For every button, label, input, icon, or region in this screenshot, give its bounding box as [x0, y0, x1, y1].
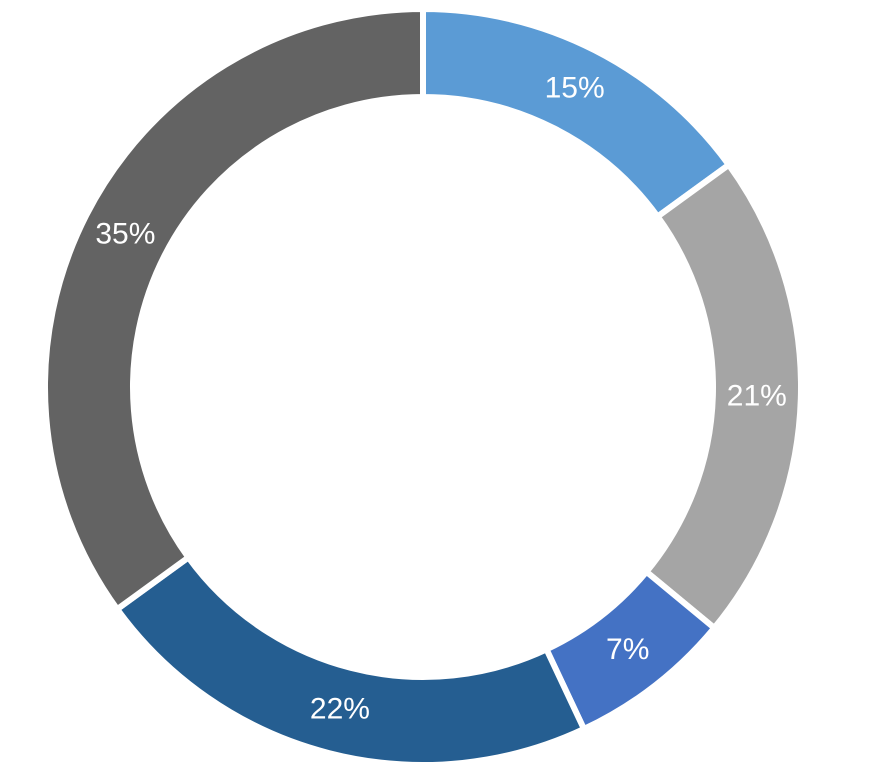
- donut-slice: [42, 5, 426, 614]
- data-label: 35%: [95, 217, 155, 250]
- donut-slice: [112, 553, 588, 768]
- data-label: 15%: [545, 71, 605, 104]
- data-label: 21%: [727, 379, 787, 412]
- data-label: 7%: [606, 633, 649, 666]
- donut-slice: [420, 5, 733, 221]
- data-label: 22%: [310, 692, 370, 725]
